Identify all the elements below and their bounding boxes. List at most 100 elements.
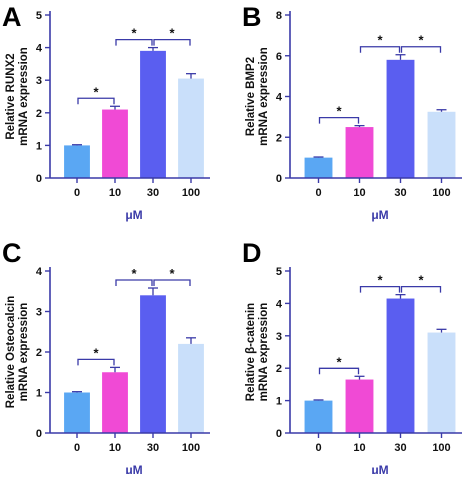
x-tick-label-100: 100: [432, 442, 450, 454]
y-tick-label-3: 3: [36, 307, 42, 319]
y-tick-label-1: 1: [36, 140, 42, 152]
bar-100: [427, 332, 456, 433]
significance-star-1: *: [131, 266, 137, 281]
panel-a: A * * * 0 1 2 3 4 5 0 10 30 100 μM Relative RUNX2 mRNA e…: [2, 2, 210, 222]
bar-0: [64, 392, 90, 433]
significance-bracket-1: [115, 279, 153, 287]
x-tick-label-30: 30: [394, 442, 406, 454]
bar-10: [102, 372, 128, 433]
significance-star-2: *: [169, 26, 175, 41]
significance-star-2: *: [418, 273, 424, 288]
y-axis-title-line-2: mRNA expression: [258, 47, 270, 146]
panel-letter-d: D: [242, 238, 262, 268]
panel-letter-b: B: [242, 2, 262, 32]
y-tick-label-3: 3: [276, 331, 282, 343]
bar-30: [140, 50, 166, 178]
y-tick-label-4: 4: [36, 43, 43, 55]
x-axis-title: μM: [125, 463, 142, 474]
y-tick-label-5: 5: [276, 266, 282, 278]
significance-bracket-0: [318, 367, 360, 375]
significance-bracket-1: [115, 38, 153, 46]
significance-bracket-2: [153, 38, 191, 46]
significance-star-1: *: [131, 26, 137, 41]
y-tick-label-0: 0: [276, 173, 282, 185]
panel-b: B * * * 0 2 4 6 8 0 10 30 100 μM Relative BMP2 mRNA exp…: [242, 2, 462, 222]
y-tick-label-2: 2: [276, 363, 282, 375]
y-tick-label-0: 0: [276, 428, 282, 440]
y-tick-label-4: 4: [276, 298, 283, 310]
panel-letter-c: C: [2, 238, 22, 268]
x-axis-title: μM: [371, 208, 388, 222]
x-tick-label-30: 30: [147, 442, 159, 454]
significance-star-0: *: [336, 354, 342, 369]
bar-30: [140, 295, 166, 433]
y-tick-label-2: 2: [36, 108, 42, 120]
x-tick-label-30: 30: [394, 187, 406, 199]
y-axis-title-line-1: Relative β-catenin: [245, 303, 257, 401]
significance-bracket-0: [77, 97, 115, 105]
panel-letter-a: A: [2, 2, 22, 32]
x-tick-label-10: 10: [109, 187, 121, 199]
y-tick-label-2: 2: [276, 132, 282, 144]
significance-star-2: *: [418, 33, 424, 48]
significance-bracket-1: [359, 46, 401, 53]
significance-bracket-0: [318, 116, 360, 124]
bar-0: [304, 157, 333, 178]
x-tick-label-0: 0: [74, 187, 80, 199]
y-axis-title-line-1: Relative Osteocalcin: [5, 296, 17, 409]
significance-star-2: *: [169, 266, 175, 281]
y-axis-title-line-2: mRNA expression: [18, 47, 30, 146]
x-tick-label-100: 100: [432, 187, 450, 199]
bar-10: [345, 127, 374, 178]
panel-c: C * * * 0 1 2 3 4 0 10 30 100 μM Relative Osteocalcin m…: [2, 238, 210, 477]
bar-100: [427, 111, 456, 178]
y-tick-label-1: 1: [36, 388, 42, 400]
y-tick-label-6: 6: [276, 51, 282, 63]
significance-bracket-2: [400, 286, 442, 293]
x-tick-label-10: 10: [109, 442, 121, 454]
x-tick-label-0: 0: [315, 187, 321, 199]
panel-d: D * * * 0 1 2 3 4 5 0 10 30 100 μM Relative β-catenin mR…: [242, 238, 462, 477]
bar-100: [178, 343, 204, 433]
x-axis-title: μM: [125, 208, 142, 222]
significance-star-1: *: [377, 273, 383, 288]
y-axis-title-line-2: mRNA expression: [18, 303, 30, 402]
x-tick-label-0: 0: [74, 442, 80, 454]
x-tick-label-100: 100: [182, 187, 200, 199]
significance-star-0: *: [93, 345, 99, 360]
significance-star-1: *: [377, 33, 383, 48]
y-tick-label-3: 3: [36, 75, 42, 87]
y-axis-title-line-1: Relative RUNX2: [5, 53, 17, 139]
y-tick-label-4: 4: [276, 92, 283, 104]
bar-0: [64, 145, 90, 178]
y-axis-title-line-1: Relative BMP2: [245, 57, 257, 136]
x-tick-label-100: 100: [182, 442, 200, 454]
y-tick-label-0: 0: [36, 428, 42, 440]
y-tick-label-8: 8: [276, 10, 282, 22]
x-tick-label-10: 10: [353, 442, 365, 454]
significance-bracket-2: [153, 279, 191, 287]
bar-30: [386, 59, 415, 179]
x-axis-title: μM: [371, 463, 388, 474]
y-tick-label-2: 2: [36, 347, 42, 359]
significance-bracket-0: [77, 358, 115, 366]
x-tick-label-10: 10: [353, 187, 365, 199]
significance-star-0: *: [336, 104, 342, 119]
y-axis-title-line-2: mRNA expression: [258, 303, 270, 402]
y-tick-label-0: 0: [36, 173, 42, 185]
bar-0: [304, 400, 333, 433]
x-tick-label-30: 30: [147, 187, 159, 199]
bar-10: [102, 109, 128, 178]
x-tick-label-0: 0: [315, 442, 321, 454]
significance-bracket-2: [400, 46, 442, 53]
y-tick-label-4: 4: [36, 266, 43, 278]
y-tick-label-5: 5: [36, 10, 42, 22]
bar-10: [345, 379, 374, 433]
y-tick-label-1: 1: [276, 396, 282, 408]
significance-star-0: *: [93, 84, 99, 99]
bar-100: [178, 78, 204, 178]
bar-30: [386, 298, 415, 433]
significance-bracket-1: [359, 286, 401, 293]
